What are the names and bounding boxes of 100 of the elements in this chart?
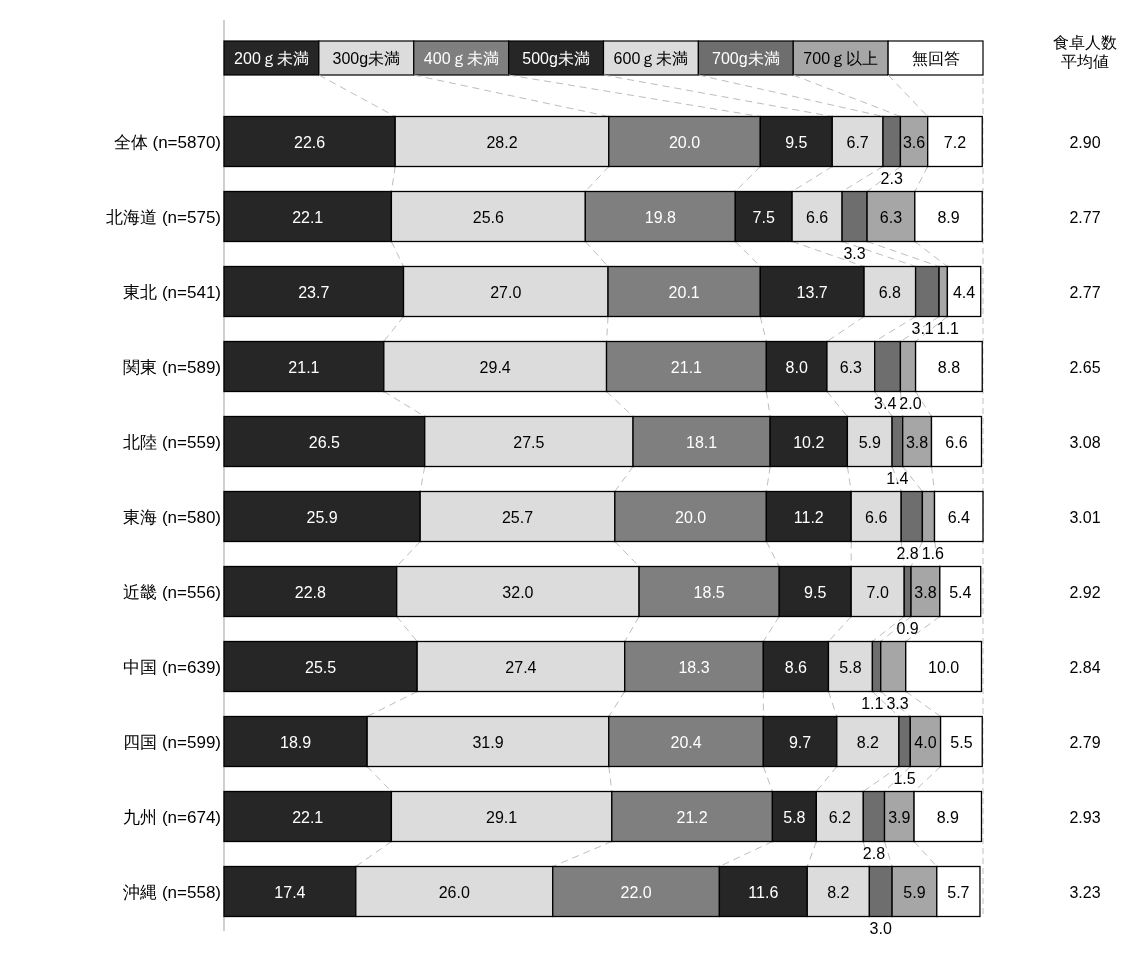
data-label: 20.1 [668, 283, 700, 301]
data-label: 6.7 [846, 133, 869, 151]
data-label: 6.4 [947, 508, 970, 526]
data-label: 1.1 [936, 319, 960, 337]
data-label: 3.9 [888, 808, 911, 826]
y2-tick-label: 3.08 [1069, 433, 1101, 451]
data-label: 29.1 [486, 808, 518, 826]
data-label: 9.7 [788, 733, 812, 751]
legend: 200ｇ未満 300g未満 400ｇ未満 500g未満 600ｇ未満 700g未満 700ｇ以上 無回答 [223, 40, 984, 76]
data-label: 7.5 [752, 208, 775, 226]
y2-tick-label: 3.23 [1069, 883, 1101, 901]
data-label: 17.4 [274, 883, 306, 901]
data-label: 6.2 [828, 808, 852, 826]
data-label: 8.6 [784, 658, 808, 676]
data-label: 3.3 [886, 694, 909, 712]
data-label: 5.8 [839, 658, 862, 676]
data-label: 5.5 [950, 733, 973, 751]
y2-tick-label: 2.65 [1069, 358, 1101, 376]
y-tick-label: 四国 (n=599) [123, 732, 221, 752]
data-label: 6.8 [878, 283, 902, 301]
data-label: 3.1 [911, 319, 934, 337]
data-label: 21.1 [288, 358, 320, 376]
data-label: 2.0 [899, 394, 922, 412]
y-tick-label: 沖縄 (n=558) [123, 882, 221, 902]
data-label: 5.7 [947, 883, 970, 901]
y2-tick-label: 3.01 [1069, 508, 1101, 526]
data-label: 28.2 [486, 133, 518, 151]
data-label: 6.6 [805, 208, 829, 226]
y2-axis-title: 食卓人数平均値 [1053, 34, 1117, 70]
data-label: 13.7 [796, 283, 828, 301]
data-label: 25.5 [305, 658, 337, 676]
data-label: 6.6 [865, 508, 888, 526]
data-label: 2.3 [880, 169, 903, 187]
data-label: 22.6 [294, 133, 326, 151]
data-label: 1.4 [886, 469, 909, 487]
data-label: 3.3 [843, 244, 866, 262]
data-label: 32.0 [502, 583, 534, 601]
y2-tick-label: 2.92 [1069, 583, 1101, 601]
data-label: 19.8 [644, 208, 676, 226]
y2-tick-label: 2.93 [1069, 808, 1101, 826]
data-label: 5.8 [783, 808, 806, 826]
data-label: 21.2 [676, 808, 708, 826]
data-label: 23.7 [298, 283, 330, 301]
data-label: 2.8 [862, 844, 886, 862]
data-label: 22.8 [294, 583, 327, 601]
data-label: 3.4 [874, 394, 897, 412]
data-label: 3.8 [914, 583, 937, 601]
data-label: 4.4 [952, 283, 976, 301]
y2-tick-label: 2.79 [1069, 733, 1101, 751]
y-tick-label: 北海道 (n=575) [106, 207, 221, 227]
data-label: 2.8 [896, 544, 919, 562]
data-label: 6.6 [945, 433, 968, 451]
data-label: 31.9 [472, 733, 504, 751]
y-tick-label: 北陸 (n=559) [123, 432, 221, 452]
data-label: 18.1 [686, 433, 718, 451]
data-label: 4.0 [914, 733, 937, 751]
data-label: 1.5 [893, 769, 916, 787]
data-label: 1.1 [861, 694, 884, 712]
data-label: 3.0 [869, 919, 892, 937]
data-label: 5.9 [903, 883, 926, 901]
data-label: 22.1 [292, 208, 324, 226]
data-label: 3.6 [902, 133, 926, 151]
data-label: 18.5 [693, 583, 725, 601]
y2-tick-label: 2.77 [1069, 283, 1101, 301]
data-label: 25.7 [501, 508, 534, 526]
data-label: 22.0 [620, 883, 652, 901]
y-tick-label: 全体 (n=5870) [113, 132, 221, 152]
data-label: 8.2 [827, 883, 850, 901]
data-label: 27.0 [490, 283, 522, 301]
data-label: 10.0 [928, 658, 960, 676]
data-label: 3.8 [905, 433, 929, 451]
data-label: 29.4 [479, 358, 511, 376]
y2-tick-label: 2.77 [1069, 208, 1101, 226]
data-label: 9.5 [804, 583, 827, 601]
y-tick-label: 九州 (n=674) [123, 807, 221, 827]
y2-tick-label: 2.84 [1069, 658, 1101, 676]
y-tick-label: 東海 (n=580) [123, 507, 221, 527]
data-label: 22.1 [292, 808, 324, 826]
data-label: 18.9 [280, 733, 312, 751]
data-label: 11.2 [793, 508, 824, 526]
data-label: 8.0 [785, 358, 808, 376]
data-label: 10.2 [793, 433, 825, 451]
y2-tick-label: 2.90 [1069, 133, 1101, 151]
data-label: 7.0 [866, 583, 889, 601]
data-label: 9.5 [785, 133, 808, 151]
data-label: 26.0 [438, 883, 470, 901]
y-tick-label: 東北 (n=541) [123, 282, 221, 302]
data-label: 5.4 [949, 583, 972, 601]
data-label: 7.2 [943, 133, 967, 151]
data-label: 18.3 [678, 658, 710, 676]
y-tick-label: 関東 (n=589) [123, 357, 221, 377]
data-label: 20.4 [670, 733, 702, 751]
data-label: 8.9 [937, 208, 960, 226]
data-label: 27.5 [513, 433, 545, 451]
data-label: 8.2 [856, 733, 880, 751]
data-label: 1.6 [921, 544, 944, 562]
data-label: 11.6 [748, 883, 779, 901]
data-label: 27.4 [505, 658, 537, 676]
y-tick-label: 近畿 (n=556) [123, 582, 221, 602]
y-tick-label: 中国 (n=639) [123, 657, 221, 677]
